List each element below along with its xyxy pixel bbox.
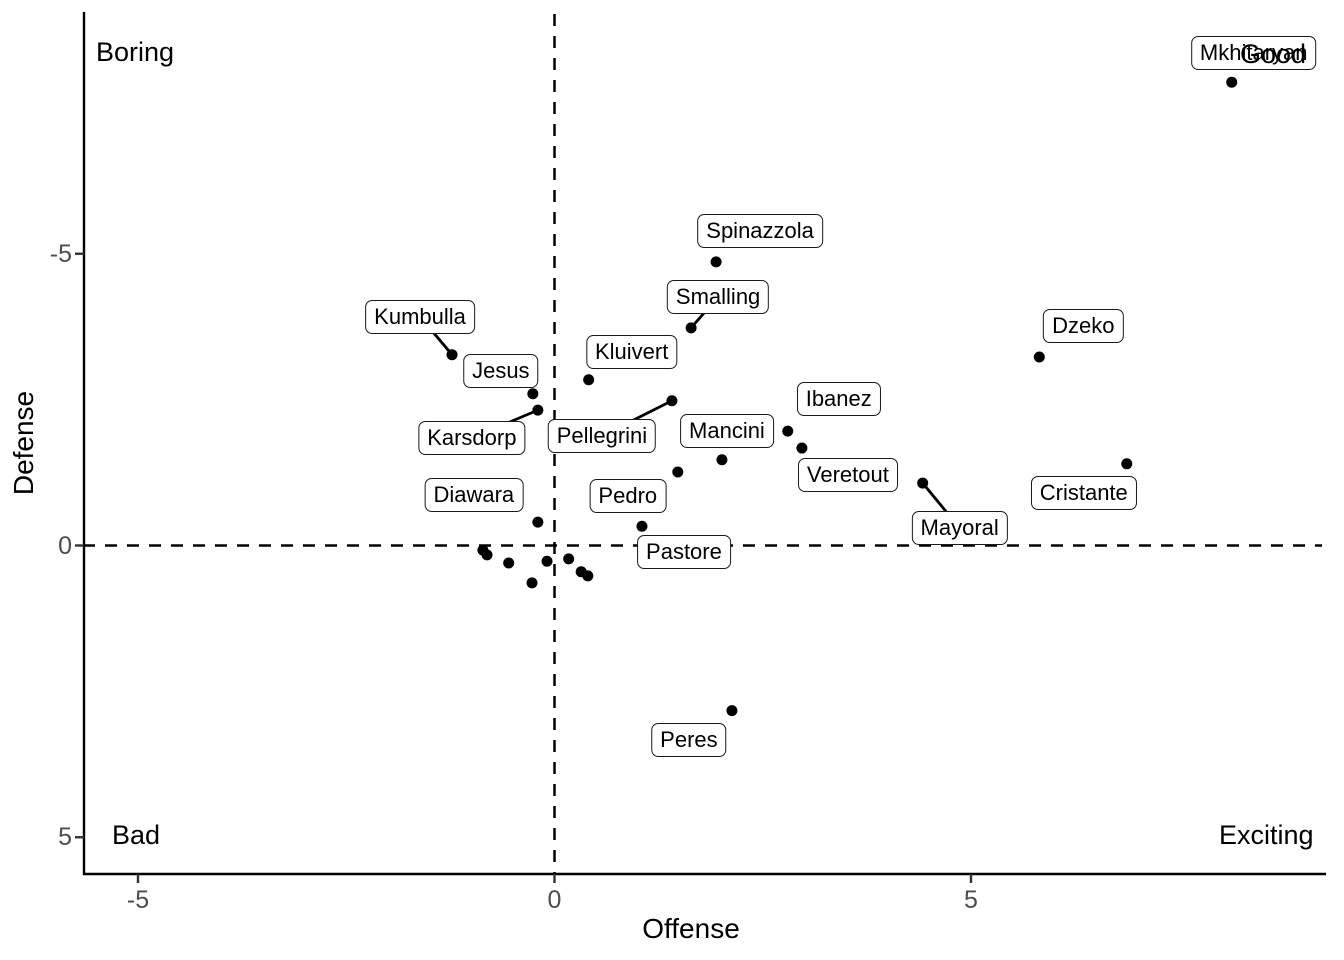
data-point	[532, 404, 544, 416]
label-segment	[690, 295, 720, 329]
data-point	[1033, 351, 1045, 363]
data-point	[782, 425, 794, 437]
data-point	[1121, 458, 1133, 470]
y-axis-title: Defense	[8, 390, 39, 496]
data-point	[541, 555, 553, 567]
data-point	[716, 454, 728, 466]
label-segment	[418, 315, 454, 356]
data-point	[563, 553, 575, 565]
data-point	[527, 388, 539, 400]
data-point	[796, 442, 808, 454]
data-point	[583, 374, 595, 386]
data-point	[526, 577, 538, 589]
data-point	[685, 322, 697, 334]
data-point	[710, 256, 722, 268]
data-point	[666, 395, 678, 407]
label-segment	[921, 482, 961, 529]
data-point	[446, 349, 458, 361]
data-point	[636, 520, 648, 532]
data-point	[917, 477, 929, 489]
data-point	[481, 549, 493, 561]
data-point	[532, 516, 544, 528]
data-point	[582, 570, 594, 582]
data-point	[672, 466, 684, 478]
label-segment	[601, 399, 673, 438]
label-segment	[471, 408, 539, 440]
data-point	[503, 557, 515, 569]
data-point	[726, 705, 738, 717]
x-axis-title: Offense	[642, 913, 740, 944]
data-point	[1226, 76, 1238, 88]
